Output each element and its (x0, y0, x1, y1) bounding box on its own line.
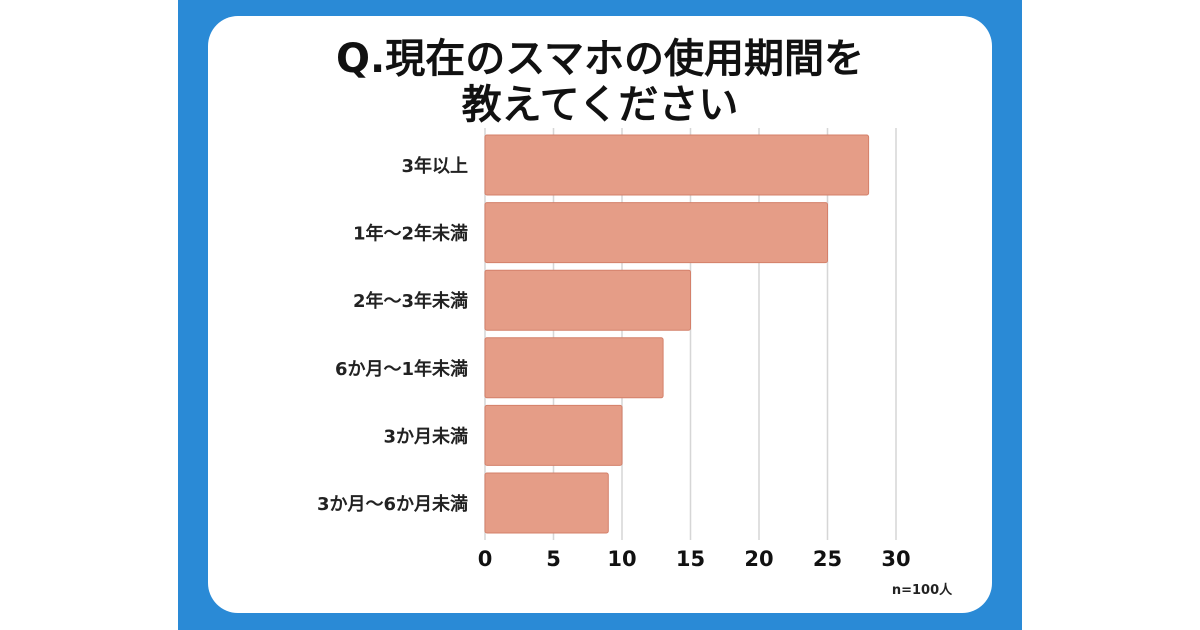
category-label-4: 6か月〜1年未満 (335, 358, 468, 380)
title-line-1: Q.現在のスマホの使用期間を (336, 36, 864, 82)
x-tick-25: 25 (813, 547, 842, 571)
sample-size-note: n=100人 (892, 582, 953, 598)
grid-lines (484, 128, 897, 540)
bar-2 (484, 202, 828, 264)
x-tick-0: 0 (478, 547, 493, 571)
x-tick-30: 30 (881, 547, 910, 571)
chart-title: Q.現在のスマホの使用期間を 教えてください (208, 36, 992, 128)
category-labels: 3年以上 1年〜2年未満 2年〜3年未満 6か月〜1年未満 3か月未満 3か月〜6か月未満 (317, 155, 468, 515)
bar-6 (484, 472, 609, 534)
x-tick-15: 15 (676, 547, 705, 571)
category-label-6: 3か月〜6か月未満 (317, 493, 468, 515)
x-tick-20: 20 (744, 547, 773, 571)
category-label-5: 3か月未満 (383, 425, 468, 447)
category-label-1: 3年以上 (401, 155, 468, 177)
x-tick-labels: 0 5 10 15 20 25 30 (478, 547, 911, 571)
title-line-2: 教えてください (461, 82, 739, 128)
bars (484, 134, 870, 534)
x-tick-5: 5 (546, 547, 561, 571)
bar-3 (484, 269, 691, 331)
bar-4 (484, 337, 664, 399)
category-label-3: 2年〜3年未満 (353, 290, 468, 312)
bar-1 (484, 134, 870, 196)
x-tick-10: 10 (607, 547, 636, 571)
bar-5 (484, 404, 623, 466)
category-label-2: 1年〜2年未満 (353, 223, 468, 245)
